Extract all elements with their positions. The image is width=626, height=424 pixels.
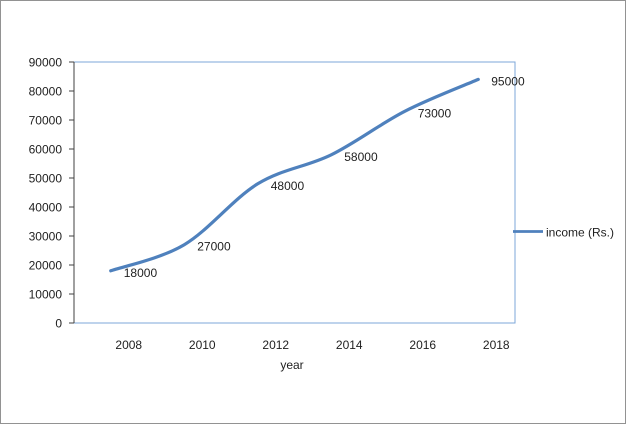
y-axis-ticks: 0 10000 20000 30000 40000 50000 60000 70000 8000…: [29, 56, 74, 331]
data-label: 18000: [124, 266, 158, 280]
data-label: 95000: [491, 74, 525, 88]
y-tick-label: 30000: [29, 230, 63, 244]
data-label: 73000: [418, 106, 452, 120]
x-axis-labels: 2008 2010 2012 2014 2016 2018: [115, 338, 510, 352]
data-label: 48000: [271, 179, 305, 193]
y-tick-label: 40000: [29, 201, 63, 215]
x-axis-title: year: [280, 358, 303, 372]
x-tick-label: 2018: [483, 338, 510, 352]
data-label: 27000: [197, 240, 231, 254]
y-tick-label: 60000: [29, 143, 63, 157]
series-line-income: [109, 77, 480, 273]
legend-label: income (Rs.): [546, 226, 614, 240]
series-data-labels: 18000 27000 48000 58000 73000 95000: [124, 74, 525, 279]
y-tick-label: 90000: [29, 56, 63, 70]
y-tick-label: 10000: [29, 288, 63, 302]
y-tick-label: 0: [55, 317, 62, 331]
x-tick-label: 2016: [409, 338, 436, 352]
x-tick-label: 2010: [189, 338, 216, 352]
x-tick-label: 2008: [115, 338, 142, 352]
x-tick-label: 2014: [336, 338, 363, 352]
data-label: 58000: [344, 150, 378, 164]
x-tick-label: 2012: [262, 338, 289, 352]
y-tick-label: 50000: [29, 172, 63, 186]
y-tick-label: 80000: [29, 85, 63, 99]
y-tick-label: 70000: [29, 114, 63, 128]
y-tick-label: 20000: [29, 259, 63, 273]
